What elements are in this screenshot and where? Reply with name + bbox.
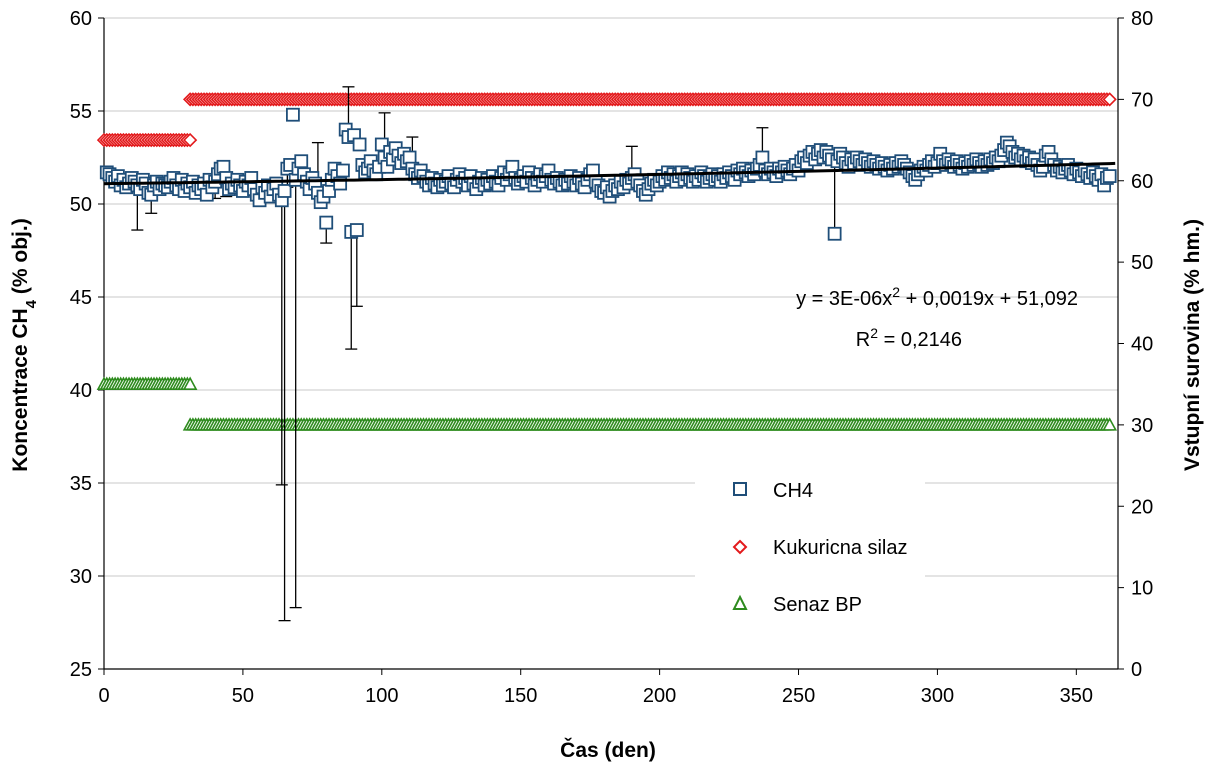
y-tick-label: 50 bbox=[70, 194, 92, 216]
legend-senaz-label: Senaz BP bbox=[773, 594, 862, 616]
y2-tick-label: 70 bbox=[1131, 89, 1153, 111]
ch4-point bbox=[319, 215, 334, 230]
x-tick-label: 0 bbox=[98, 685, 109, 707]
ch4-point bbox=[827, 226, 842, 241]
ch4-point bbox=[294, 154, 309, 169]
r-squared: R2 = 0,2146 bbox=[856, 325, 962, 351]
ch4-point bbox=[349, 223, 364, 237]
r2-prefix: R bbox=[856, 329, 870, 351]
equation-tail: + 0,0019x + 51,092 bbox=[900, 288, 1078, 310]
senaz-point bbox=[182, 376, 198, 390]
ch4-point bbox=[755, 150, 770, 165]
y-tick-label: 30 bbox=[70, 566, 92, 588]
y-tick-label: 45 bbox=[70, 287, 92, 309]
x-tick-label: 150 bbox=[504, 685, 537, 707]
y-axis-title: Koncentrace CH4 (% obj.) bbox=[9, 218, 40, 471]
r2-exponent: 2 bbox=[870, 325, 878, 341]
regression-equation: y = 3E-06x2 + 0,0019x + 51,092 bbox=[796, 284, 1078, 310]
x-axis-title: Čas (den) bbox=[560, 738, 656, 762]
x-tick-label: 50 bbox=[232, 685, 254, 707]
ch4-point bbox=[322, 184, 336, 198]
kukuricna-point bbox=[1102, 92, 1117, 107]
y-tick-label: 60 bbox=[70, 8, 92, 30]
x-tick-label: 200 bbox=[643, 685, 676, 707]
y-axis-title-subscript: 4 bbox=[23, 299, 40, 308]
legend-ch4-marker bbox=[733, 482, 747, 496]
gridlines bbox=[104, 17, 1118, 670]
legend-senaz-marker bbox=[732, 594, 748, 610]
x-tick-label: 250 bbox=[782, 685, 815, 707]
ch4-point bbox=[505, 159, 520, 174]
legend: CH4 Kukuricna silaz Senaz BP bbox=[695, 468, 925, 618]
y2-axis-title: Vstupní surovina (% hm.) bbox=[1181, 219, 1204, 471]
ch4-point bbox=[1102, 169, 1117, 184]
y2-tick-label: 50 bbox=[1131, 252, 1153, 274]
y2-tick-label: 0 bbox=[1131, 659, 1142, 681]
y2-tick-label: 10 bbox=[1131, 578, 1153, 600]
trendline-layer bbox=[103, 161, 1116, 186]
y-tick-label: 55 bbox=[70, 101, 92, 123]
ch4-point bbox=[286, 107, 300, 122]
senaz-point bbox=[1102, 417, 1118, 431]
y-axis-title-tail: (% obj.) bbox=[9, 218, 32, 300]
axes bbox=[98, 17, 1124, 675]
x-tick-label: 100 bbox=[365, 685, 398, 707]
trendline bbox=[103, 161, 1116, 186]
y2-tick-label: 40 bbox=[1131, 334, 1153, 356]
y2-tick-label: 80 bbox=[1131, 8, 1153, 30]
legend-kukuricna-marker bbox=[732, 539, 748, 555]
legend-kukuricna-label: Kukuricna silaz bbox=[773, 537, 908, 559]
y-axis-title-main: Koncentrace CH bbox=[9, 308, 32, 471]
feed-series bbox=[96, 92, 1118, 431]
y-tick-label: 40 bbox=[70, 380, 92, 402]
y-tick-label: 35 bbox=[70, 473, 92, 495]
y-tick-label: 25 bbox=[70, 659, 92, 681]
legend-ch4-label: CH4 bbox=[773, 480, 813, 502]
x-tick-label: 350 bbox=[1060, 685, 1093, 707]
equation-main: y = 3E-06x bbox=[796, 288, 892, 310]
ch4-point bbox=[336, 163, 350, 178]
ch4-point bbox=[352, 137, 367, 152]
y2-tick-label: 20 bbox=[1131, 496, 1153, 518]
ch4-point bbox=[277, 184, 292, 198]
ch4-point bbox=[216, 159, 231, 174]
equation-exponent: 2 bbox=[892, 284, 900, 300]
r2-tail: = 0,2146 bbox=[878, 329, 962, 351]
kukuricna-point bbox=[182, 132, 198, 148]
tick-labels: 25 30 35 40 45 50 55 60 0 10 20 30 40 50 60 70 80 0 50 100 1… bbox=[70, 8, 1154, 707]
y2-tick-label: 30 bbox=[1131, 415, 1153, 437]
ch4-point bbox=[402, 150, 417, 165]
y2-tick-label: 60 bbox=[1131, 171, 1153, 193]
x-tick-label: 300 bbox=[921, 685, 954, 707]
